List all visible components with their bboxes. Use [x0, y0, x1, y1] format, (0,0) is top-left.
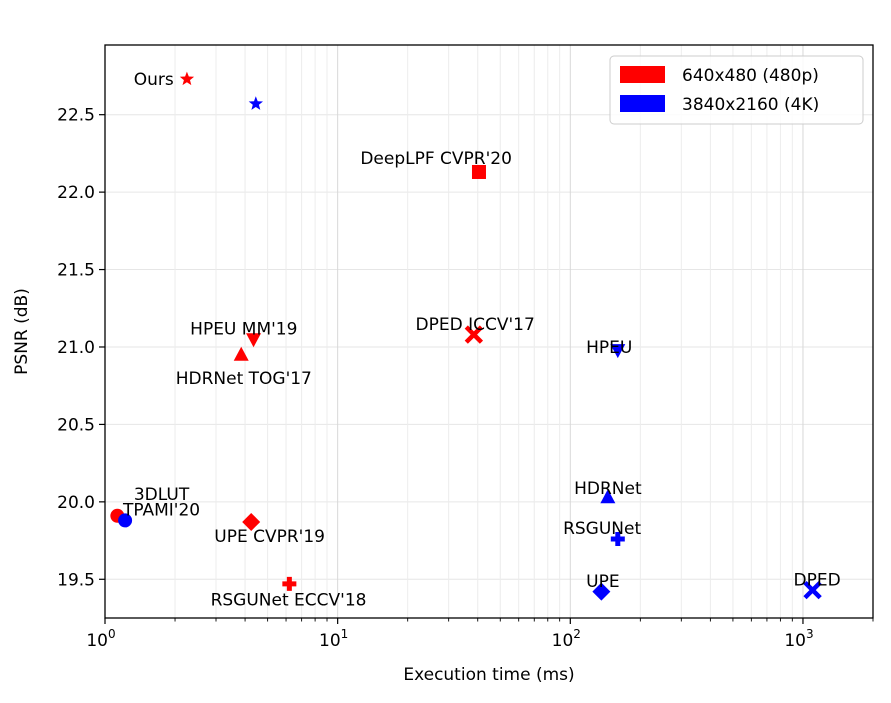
- annotation-label: HDRNet: [574, 479, 642, 499]
- legend-swatch: [620, 95, 665, 112]
- point-480p-dped: [464, 325, 484, 344]
- legend-box: [609, 55, 864, 125]
- point-4k-3dlut: [118, 513, 133, 528]
- legend: 640x480 (480p) 3840x2160 (4K): [609, 55, 864, 125]
- y-axis-label: PSNR (dB): [12, 288, 32, 375]
- annotation-label: TPAMI'20: [122, 501, 200, 521]
- x-tick-label: 100: [86, 627, 115, 651]
- x-tick-label: 102: [552, 627, 581, 651]
- annotation-label: DPED: [793, 570, 840, 590]
- y-tick-label: 22.5: [57, 106, 95, 126]
- annotation-label: HPEU MM'19: [190, 319, 297, 339]
- y-tick-label: 21.5: [57, 261, 95, 281]
- grid: [104, 45, 874, 618]
- annotation-label: Ours: [134, 70, 174, 90]
- x-axis-label: Execution time (ms): [403, 665, 574, 685]
- point-4k-upe: [592, 582, 611, 601]
- annotation-label: HDRNet TOG'17: [176, 369, 312, 389]
- point-4k-hpeu: [610, 344, 626, 359]
- axis-ticks: 19.5 20.0 20.5 21.0 21.5 22.0 22.5 100 101 102 103: [57, 106, 874, 651]
- point-480p-deeplpf: [471, 164, 486, 179]
- data-points: [110, 71, 822, 601]
- y-tick-label: 20.0: [57, 493, 95, 513]
- annotation-label: RSGUNet ECCV'18: [211, 590, 367, 610]
- point-4k-rsgunet: [610, 532, 625, 547]
- point-4k-ours: [248, 96, 263, 110]
- point-4k-hdrnet: [600, 489, 616, 504]
- annotation-label: DeepLPF CVPR'20: [360, 149, 512, 169]
- annotation-label: 3DLUT: [134, 485, 190, 505]
- annotation-label: HPEU: [586, 338, 632, 358]
- y-tick-label: 20.5: [57, 415, 95, 435]
- point-480p-hdrnet: [233, 346, 249, 361]
- point-480p-rsgunet: [282, 576, 297, 591]
- plot-frame: [104, 44, 874, 619]
- point-480p-hpeu: [246, 333, 262, 348]
- x-tick-label: 103: [784, 627, 813, 651]
- point-480p-ours: [179, 71, 195, 86]
- annotations: Ours DeepLPF CVPR'20 HPEU MM'19 HDRNet TOG'…: [122, 70, 841, 610]
- point-480p-upe: [242, 512, 261, 531]
- annotation-label: UPE: [586, 572, 619, 592]
- legend-label: 3840x2160 (4K): [682, 95, 819, 115]
- legend-swatch: [620, 66, 665, 83]
- point-4k-dped: [803, 580, 822, 600]
- x-tick-label: 101: [319, 627, 348, 651]
- legend-label: 640x480 (480p): [682, 66, 819, 86]
- y-tick-label: 19.5: [57, 570, 95, 590]
- y-tick-label: 21.0: [57, 338, 95, 358]
- annotation-label: RSGUNet: [563, 519, 641, 539]
- annotation-label: DPED ICCV'17: [416, 315, 535, 335]
- y-tick-label: 22.0: [57, 183, 95, 203]
- annotation-label: UPE CVPR'19: [214, 527, 325, 547]
